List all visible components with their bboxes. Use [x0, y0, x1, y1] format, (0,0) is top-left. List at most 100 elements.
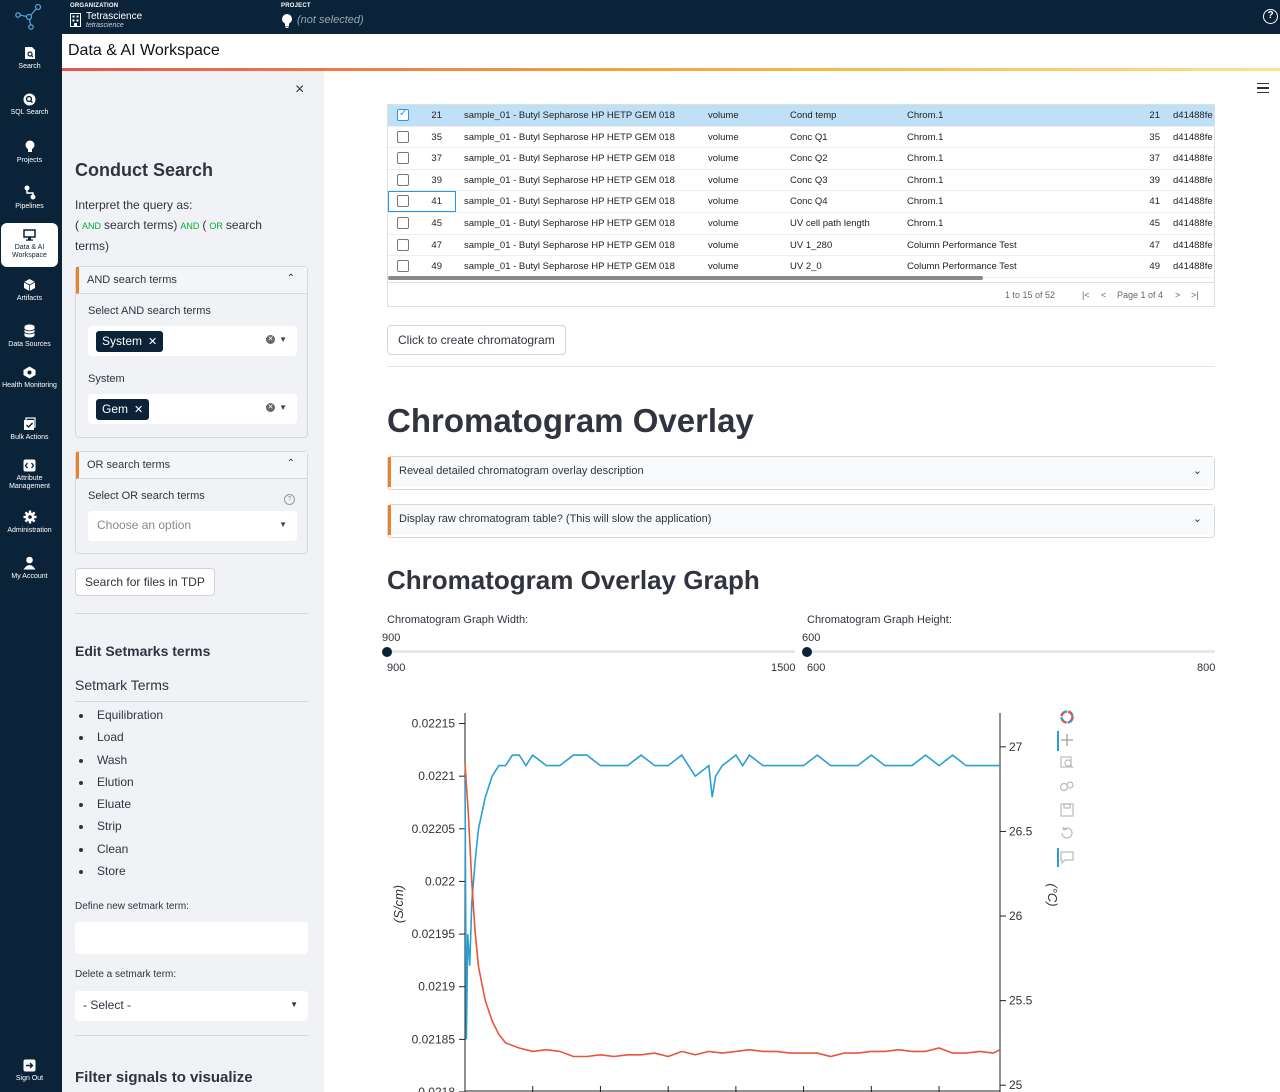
row-number: 47	[431, 239, 442, 251]
row-checkbox[interactable]	[397, 217, 409, 229]
dropdown-arrow-icon[interactable]: ▼	[290, 1000, 298, 1009]
file-id: d41488fe	[1173, 153, 1213, 165]
remove-chip-icon[interactable]: ✕	[134, 404, 144, 416]
project-label: PROJECT	[281, 3, 311, 9]
first-page-icon[interactable]: |<	[1082, 290, 1090, 300]
pan-icon[interactable]	[1061, 734, 1073, 746]
close-icon[interactable]: ×	[295, 81, 305, 98]
query-interpretation: Interpret the query as: (AND search terms…	[75, 195, 305, 256]
section-divider	[75, 613, 308, 614]
and-panel-header[interactable]: AND search terms ⌃	[76, 267, 307, 294]
nav-item-administration[interactable]: Administration	[1, 510, 58, 535]
search-tdp-button[interactable]: Search for files in TDP	[75, 568, 215, 596]
setmark-list: Equilibration Load Wash Elution Eluate S…	[75, 708, 163, 886]
help-icon[interactable]: ?	[1263, 9, 1278, 24]
y2-tick-label: 25	[1009, 1078, 1023, 1092]
table-row[interactable]: 39 sample_01 - Butyl Sepharose HP HETP GE…	[388, 170, 1214, 192]
bokeh-logo-icon[interactable]	[1060, 710, 1074, 724]
nav-item-artifacts[interactable]: Artifacts	[1, 278, 58, 303]
overlay-description-expander[interactable]: Reveal detailed chromatogram overlay des…	[387, 456, 1215, 490]
table-row[interactable]: 37 sample_01 - Butyl Sepharose HP HETP GE…	[388, 148, 1214, 170]
search-sidebar: × Conduct Search Interpret the query as:…	[62, 71, 324, 1092]
save-icon[interactable]	[1060, 803, 1074, 817]
and-terms-select[interactable]: System ✕ ✕ ▼	[88, 326, 297, 356]
create-chromatogram-button[interactable]: Click to create chromatogram	[387, 325, 566, 355]
new-setmark-input[interactable]	[75, 922, 308, 954]
row-number: 21	[431, 110, 442, 121]
row-number: 39	[431, 174, 442, 186]
wheel-zoom-icon[interactable]	[1059, 781, 1074, 792]
project-selector[interactable]: PROJECT (not selected)	[281, 3, 364, 28]
nav-item-bulk-actions[interactable]: Bulk Actions	[1, 417, 58, 442]
horizontal-scrollbar[interactable]	[388, 276, 983, 280]
and-panel-title: AND search terms	[87, 274, 177, 286]
table-row[interactable]: 35 sample_01 - Butyl Sepharose HP HETP GE…	[388, 127, 1214, 149]
table-row[interactable]: 47 sample_01 - Butyl Sepharose HP HETP GE…	[388, 235, 1214, 257]
chevron-down-icon[interactable]: ⌄	[1192, 513, 1202, 525]
delete-setmark-select[interactable]: - Select - ▼	[75, 991, 308, 1021]
filter-signals-heading: Filter signals to visualize	[75, 1069, 253, 1086]
row-number: 37	[431, 153, 442, 165]
raw-table-expander[interactable]: Display raw chromatogram table? (This wi…	[387, 504, 1215, 538]
hamburger-menu-icon[interactable]	[1257, 83, 1269, 93]
system-terms-select[interactable]: Gem ✕ ✕ ▼	[88, 394, 297, 424]
reset-icon[interactable]	[1061, 826, 1073, 839]
prev-page-icon[interactable]: <	[1101, 290, 1107, 300]
nav-item-data-sources[interactable]: Data Sources	[1, 324, 58, 349]
nav-item-data-ai-workspace[interactable]: Data & AI Workspace	[1, 223, 58, 267]
or-panel-header[interactable]: OR search terms ⌃	[76, 452, 307, 479]
bulk-icon	[24, 417, 36, 430]
row-checkbox[interactable]	[397, 152, 409, 165]
file-id: d41488fe	[1173, 261, 1213, 273]
last-page-icon[interactable]: >|	[1191, 290, 1199, 300]
hover-icon[interactable]	[1060, 851, 1074, 865]
row-checkbox[interactable]	[397, 108, 409, 121]
chevron-down-icon[interactable]: ⌄	[1192, 465, 1202, 477]
row-index: 37	[1149, 153, 1160, 165]
organization-selector[interactable]: ORGANIZATION Tetrascience tetrascience	[70, 3, 142, 29]
row-checkbox[interactable]	[397, 130, 409, 143]
chromatogram-chart[interactable]: 0.0218 0.02185 0.0219 0.02195 0.022 0.02205 0.…	[386, 699, 1086, 1092]
height-slider-handle[interactable]	[802, 647, 812, 657]
y-tick-label: 0.0221	[418, 769, 455, 783]
nav-label: Attribute Management	[9, 475, 50, 490]
y2-tick-label: 26.5	[1009, 824, 1033, 838]
dropdown-arrow-icon[interactable]: ▼	[279, 335, 287, 344]
table-row[interactable]: 21 sample_01 - Butyl Sepharose HP HETP GE…	[388, 105, 1214, 127]
nav-item-projects[interactable]: Projects	[1, 140, 58, 165]
y2-tick-label: 26	[1009, 909, 1023, 923]
expander-label: Reveal detailed chromatogram overlay des…	[399, 465, 644, 477]
row-checkbox[interactable]	[397, 260, 409, 273]
nav-item-attribute-management[interactable]: Attribute Management	[1, 459, 58, 491]
width-slider-track[interactable]	[387, 650, 795, 653]
table-row[interactable]: 45 sample_01 - Butyl Sepharose HP HETP GE…	[388, 213, 1214, 235]
row-checkbox[interactable]	[397, 195, 409, 208]
table-row[interactable]: 49 sample_01 - Butyl Sepharose HP HETP GE…	[388, 256, 1214, 278]
table-row[interactable]: 41 sample_01 - Butyl Sepharose HP HETP GE…	[388, 191, 1214, 213]
dropdown-arrow-icon[interactable]: ▼	[279, 403, 287, 412]
height-slider-track[interactable]	[807, 650, 1215, 653]
nav-label: Pipelines	[15, 203, 44, 210]
remove-chip-icon[interactable]: ✕	[148, 336, 158, 348]
chevron-up-icon[interactable]: ⌃	[286, 273, 295, 284]
or-terms-select[interactable]: Choose an option ▼	[88, 511, 297, 541]
width-slider-handle[interactable]	[382, 647, 392, 657]
row-checkbox[interactable]	[397, 238, 409, 251]
conduct-search-heading: Conduct Search	[75, 160, 214, 180]
clear-icon[interactable]: ✕	[266, 403, 275, 412]
row-checkbox[interactable]	[397, 173, 409, 186]
nav-item-health-monitoring[interactable]: Health Monitoring	[1, 366, 58, 390]
nav-item-search[interactable]: Search	[1, 46, 58, 71]
tetrascience-logo-icon[interactable]	[14, 3, 44, 31]
nav-item-sign-out[interactable]: Sign Out	[1, 1059, 58, 1083]
dropdown-arrow-icon[interactable]: ▼	[279, 520, 287, 529]
nav-item-sql-search[interactable]: SQL Search	[1, 93, 58, 117]
file-name: sample_01 - Butyl Sepharose HP HETP GEM …	[464, 196, 675, 208]
help-tooltip-icon[interactable]: ?	[284, 494, 295, 505]
next-page-icon[interactable]: >	[1175, 290, 1181, 300]
nav-item-my-account[interactable]: My Account	[1, 556, 58, 581]
clear-icon[interactable]: ✕	[266, 335, 275, 344]
nav-item-pipelines[interactable]: Pipelines	[1, 185, 58, 211]
chevron-up-icon[interactable]: ⌃	[286, 458, 295, 469]
box-zoom-icon[interactable]	[1060, 756, 1074, 769]
